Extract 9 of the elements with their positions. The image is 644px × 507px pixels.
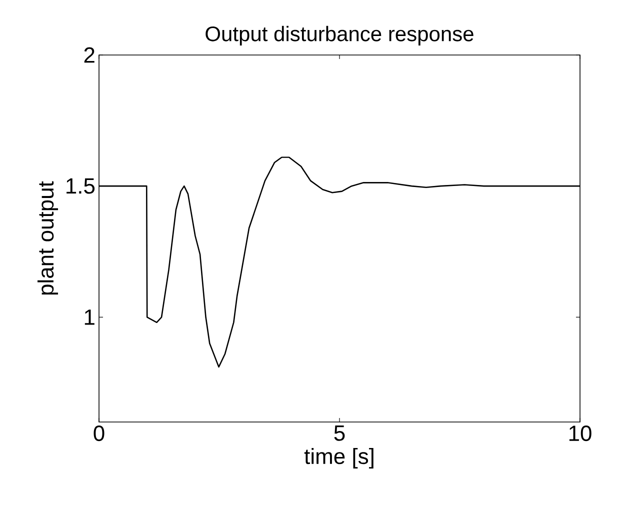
x-tick-label: 5 [334,426,345,441]
y-tick-label: 1.5 [66,178,95,194]
chart-title: Output disturbance response [206,26,474,46]
x-tick-label: 10 [569,426,592,442]
x-axis-title: time [s] [304,448,374,468]
y-tick-label: 1 [84,310,94,325]
y-axis-title: plant output [38,181,58,295]
x-tick-label: 0 [94,426,104,442]
y-tick-label: 2 [84,47,94,63]
